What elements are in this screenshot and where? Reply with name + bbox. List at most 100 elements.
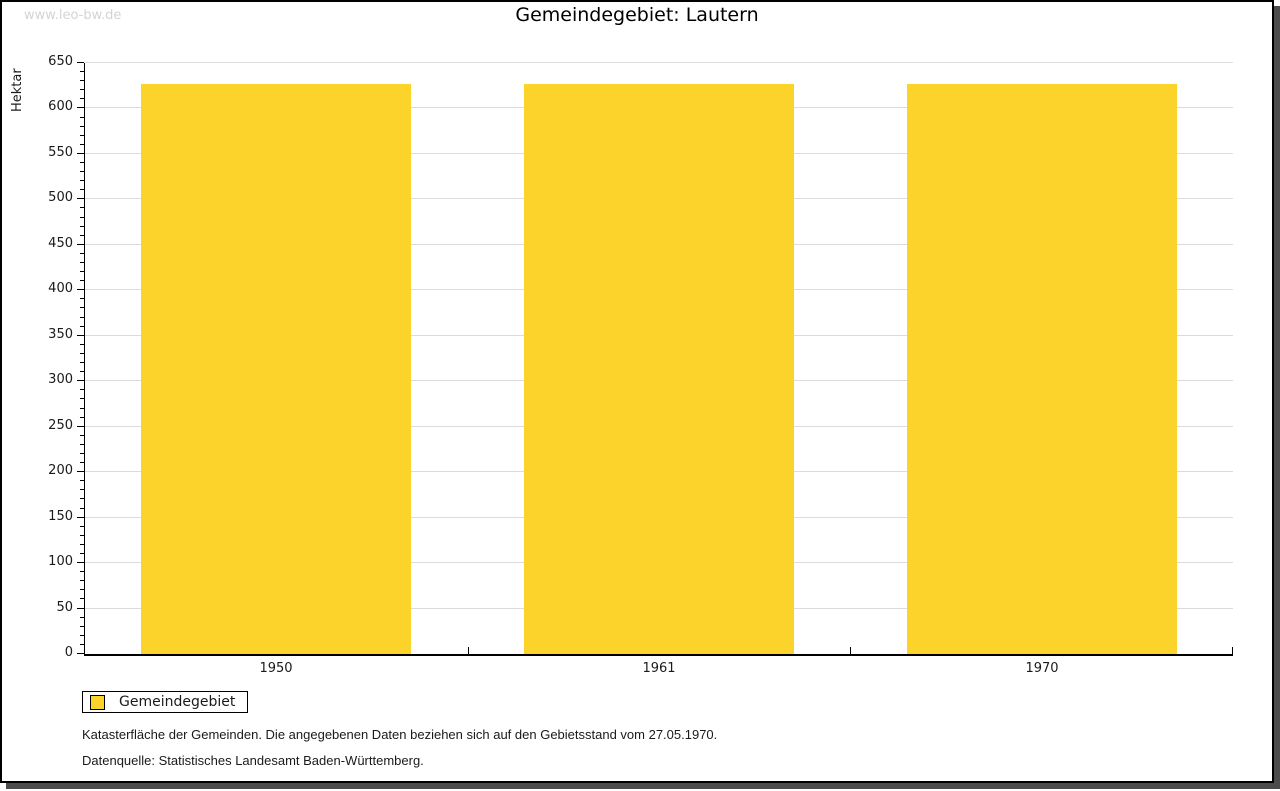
y-minor-tick <box>80 271 84 272</box>
x-tick-label-1970: 1970 <box>1025 661 1059 676</box>
y-major-tick <box>77 653 84 654</box>
y-axis-label: Hektar <box>10 68 25 112</box>
y-minor-tick <box>80 544 84 545</box>
y-minor-tick <box>80 144 84 145</box>
y-major-tick <box>77 517 84 518</box>
x-boundary-tick <box>1232 647 1233 654</box>
y-minor-tick <box>80 162 84 163</box>
plot-area: 0 50 100 150 200 250 300 350 400 450 500 550 600 650 1… <box>48 54 1233 676</box>
y-tick-label: 50 <box>56 600 73 615</box>
y-minor-tick <box>80 617 84 618</box>
y-major-tick <box>77 107 84 108</box>
x-tick-label-1950: 1950 <box>259 661 293 676</box>
y-minor-tick <box>80 180 84 181</box>
y-minor-tick <box>80 353 84 354</box>
y-minor-tick <box>80 498 84 499</box>
y-minor-tick <box>80 171 84 172</box>
y-minor-tick <box>80 98 84 99</box>
x-tick-label-1961: 1961 <box>642 661 676 676</box>
y-minor-tick <box>80 644 84 645</box>
y-minor-tick <box>80 235 84 236</box>
legend-swatch-icon <box>90 694 105 710</box>
chart-title: Gemeindegebiet: Lautern <box>515 4 759 26</box>
y-minor-tick <box>80 217 84 218</box>
y-minor-tick <box>80 117 84 118</box>
y-minor-tick <box>80 553 84 554</box>
y-major-tick <box>77 153 84 154</box>
y-minor-tick <box>80 253 84 254</box>
y-minor-tick <box>80 280 84 281</box>
y-minor-tick <box>80 126 84 127</box>
y-minor-tick <box>80 362 84 363</box>
bar-1961 <box>524 84 794 654</box>
y-minor-tick <box>80 398 84 399</box>
bar-1950 <box>141 84 411 654</box>
y-major-tick <box>77 471 84 472</box>
y-tick-label: 400 <box>48 281 73 296</box>
y-minor-tick <box>80 408 84 409</box>
y-minor-tick <box>80 371 84 372</box>
y-minor-tick <box>80 635 84 636</box>
x-boundary-tick <box>468 647 469 654</box>
y-minor-tick <box>80 207 84 208</box>
y-tick-label: 150 <box>48 509 73 524</box>
y-tick-label: 650 <box>48 54 73 69</box>
y-minor-tick <box>80 317 84 318</box>
y-minor-tick <box>80 262 84 263</box>
y-major-tick <box>77 426 84 427</box>
y-minor-tick <box>80 598 84 599</box>
y-tick-label: 450 <box>48 236 73 251</box>
y-major-tick <box>77 289 84 290</box>
y-major-tick <box>77 562 84 563</box>
y-minor-tick <box>80 462 84 463</box>
y-minor-tick <box>80 80 84 81</box>
y-minor-tick <box>80 417 84 418</box>
y-tick-label: 200 <box>48 463 73 478</box>
y-minor-tick <box>80 526 84 527</box>
y-minor-tick <box>80 89 84 90</box>
bar-1970 <box>907 84 1177 654</box>
y-minor-tick <box>80 71 84 72</box>
y-minor-tick <box>80 435 84 436</box>
y-tick-label: 250 <box>48 418 73 433</box>
y-major-tick <box>77 380 84 381</box>
y-minor-tick <box>80 135 84 136</box>
y-minor-tick <box>80 389 84 390</box>
y-minor-tick <box>80 580 84 581</box>
y-minor-tick <box>80 626 84 627</box>
y-minor-tick <box>80 444 84 445</box>
y-major-tick <box>77 335 84 336</box>
y-tick-label: 600 <box>48 99 73 114</box>
y-minor-tick <box>80 535 84 536</box>
y-minor-tick <box>80 307 84 308</box>
y-minor-tick <box>80 189 84 190</box>
y-minor-tick <box>80 480 84 481</box>
y-tick-label: 550 <box>48 145 73 160</box>
footnote-line-1: Katasterfläche der Gemeinden. Die angege… <box>82 727 718 742</box>
y-tick-label: 350 <box>48 327 73 342</box>
legend-label: Gemeindegebiet <box>119 694 236 710</box>
y-major-tick <box>77 198 84 199</box>
gridline-650 <box>85 62 1233 63</box>
y-tick-label: 500 <box>48 190 73 205</box>
y-minor-tick <box>80 226 84 227</box>
y-major-tick <box>77 62 84 63</box>
y-major-tick <box>77 608 84 609</box>
y-tick-label: 300 <box>48 372 73 387</box>
y-tick-label: 0 <box>64 645 73 660</box>
y-minor-tick <box>80 508 84 509</box>
y-minor-tick <box>80 326 84 327</box>
footnote-line-2: Datenquelle: Statistisches Landesamt Bad… <box>82 753 424 768</box>
y-minor-tick <box>80 489 84 490</box>
y-minor-tick <box>80 298 84 299</box>
y-minor-tick <box>80 344 84 345</box>
watermark: www.leo-bw.de <box>24 8 122 23</box>
legend: Gemeindegebiet <box>82 691 249 713</box>
y-minor-tick <box>80 571 84 572</box>
y-tick-label: 100 <box>48 554 73 569</box>
y-minor-tick <box>80 589 84 590</box>
x-boundary-tick <box>850 647 851 654</box>
y-minor-tick <box>80 453 84 454</box>
y-major-tick <box>77 244 84 245</box>
